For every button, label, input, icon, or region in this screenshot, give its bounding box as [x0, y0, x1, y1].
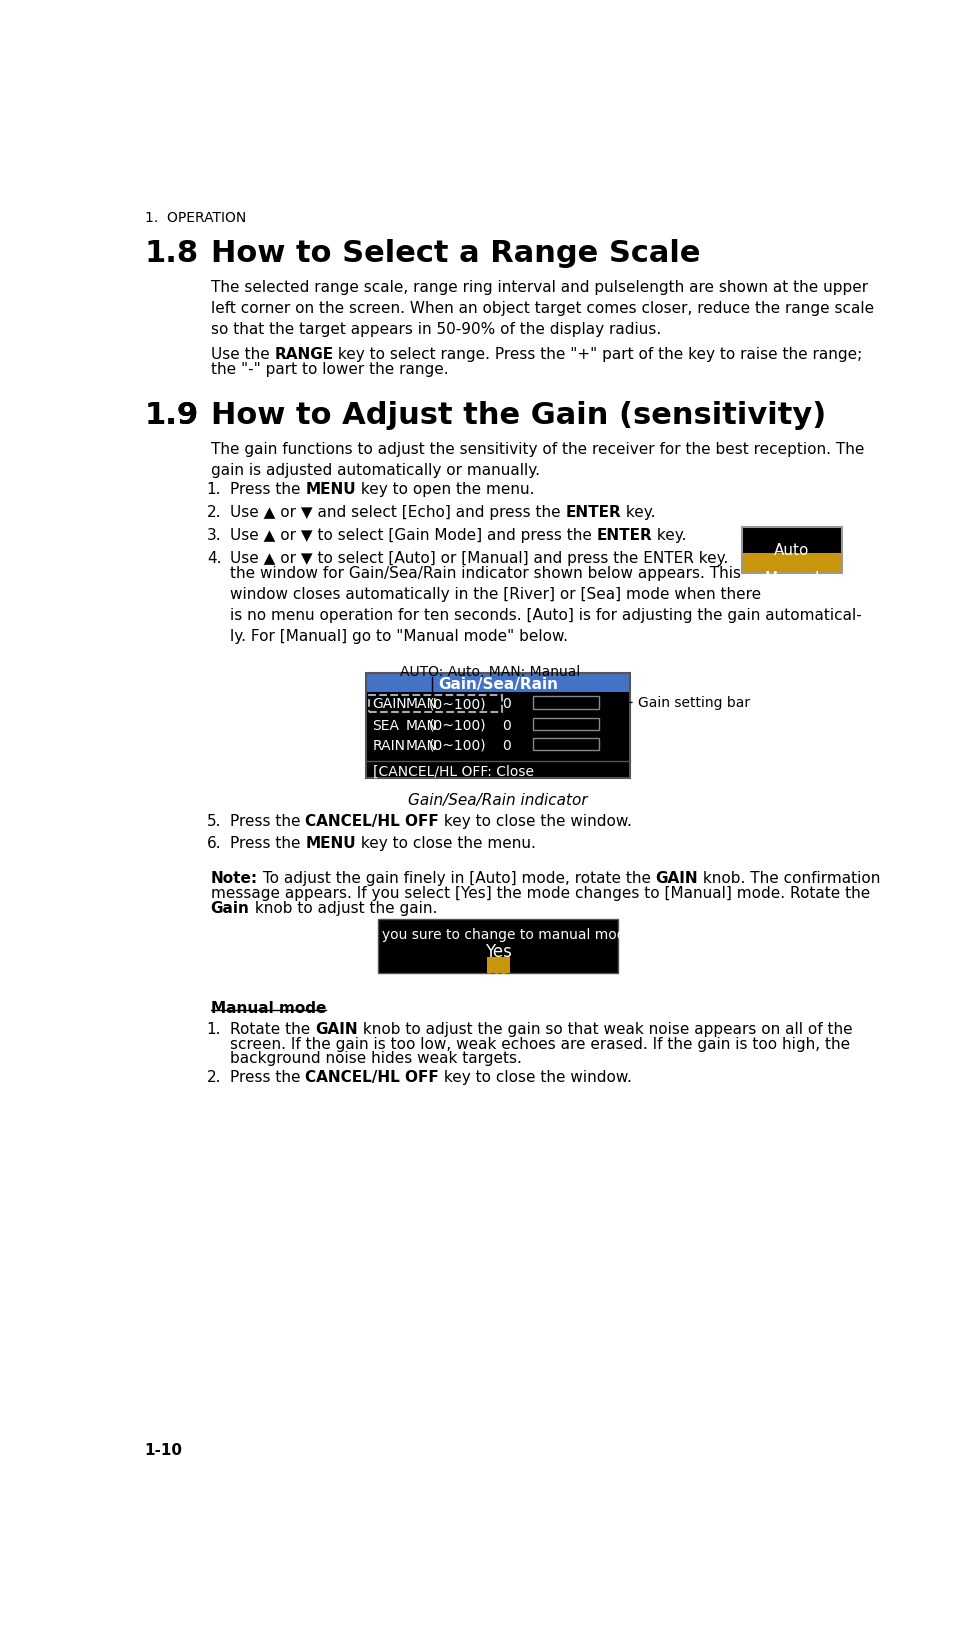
Text: knob to adjust the gain.: knob to adjust the gain.	[250, 900, 436, 915]
FancyBboxPatch shape	[487, 957, 509, 974]
Text: SEA: SEA	[372, 718, 399, 733]
Text: key to open the menu.: key to open the menu.	[356, 482, 535, 497]
Text: 1.9: 1.9	[145, 400, 199, 429]
Text: Press the: Press the	[230, 482, 305, 497]
Text: message appears. If you select [Yes] the mode changes to [Manual] mode. Rotate t: message appears. If you select [Yes] the…	[211, 885, 870, 900]
Text: 2.: 2.	[207, 1069, 222, 1085]
Text: key to close the window.: key to close the window.	[439, 1069, 632, 1085]
Text: 1.9: 1.9	[145, 400, 199, 429]
Text: (0~100): (0~100)	[429, 739, 486, 752]
Text: 1.  OPERATION: 1. OPERATION	[145, 210, 246, 225]
Text: Auto: Auto	[774, 543, 810, 557]
Text: MENU: MENU	[305, 482, 356, 497]
Text: GAIN: GAIN	[372, 697, 407, 711]
FancyBboxPatch shape	[533, 739, 599, 751]
Text: MAN: MAN	[405, 739, 437, 752]
Text: No: No	[487, 959, 509, 977]
Text: How to Select a Range Scale: How to Select a Range Scale	[211, 239, 700, 269]
Text: CANCEL/HL OFF: CANCEL/HL OFF	[305, 815, 439, 829]
Text: background noise hides weak targets.: background noise hides weak targets.	[230, 1051, 522, 1065]
Text: Note:: Note:	[211, 870, 258, 885]
Text: Press the: Press the	[230, 1069, 305, 1085]
FancyBboxPatch shape	[742, 528, 843, 574]
Text: 0: 0	[502, 697, 510, 711]
Text: The selected range scale, range ring interval and pulselength are shown at the u: The selected range scale, range ring int…	[211, 280, 874, 336]
Text: Use ▲ or ▼ and select [Echo] and press the: Use ▲ or ▼ and select [Echo] and press t…	[230, 505, 566, 520]
Text: 1-10: 1-10	[145, 1442, 183, 1457]
Text: key.: key.	[652, 528, 687, 543]
Text: key to close the window.: key to close the window.	[439, 815, 632, 829]
Text: 0: 0	[502, 739, 510, 752]
Text: Gain setting bar: Gain setting bar	[604, 697, 749, 710]
Text: Use ▲ or ▼ to select [Gain Mode] and press the: Use ▲ or ▼ to select [Gain Mode] and pre…	[230, 528, 597, 543]
Text: MENU: MENU	[305, 836, 356, 851]
FancyBboxPatch shape	[533, 697, 599, 710]
Text: (0~100): (0~100)	[429, 697, 486, 711]
Text: MAN: MAN	[405, 718, 437, 733]
Text: AUTO: Auto, MAN: Manual: AUTO: Auto, MAN: Manual	[400, 664, 580, 679]
Text: To adjust the gain finely in [Auto] mode, rotate the: To adjust the gain finely in [Auto] mode…	[258, 870, 656, 885]
FancyBboxPatch shape	[366, 762, 630, 779]
Text: 0: 0	[502, 718, 510, 733]
Text: 6.: 6.	[207, 836, 222, 851]
Text: the "-" part to lower the range.: the "-" part to lower the range.	[211, 361, 448, 377]
Text: Gain/Sea/Rain: Gain/Sea/Rain	[438, 677, 558, 692]
Text: 3.: 3.	[207, 528, 222, 543]
Text: 1.8: 1.8	[145, 239, 199, 269]
Text: key to close the menu.: key to close the menu.	[356, 836, 536, 851]
Text: 4.: 4.	[207, 551, 222, 565]
Text: key to select range. Press the "+" part of the key to raise the range;: key to select range. Press the "+" part …	[333, 347, 862, 362]
Text: GAIN: GAIN	[315, 1021, 358, 1036]
Text: Manual: Manual	[764, 570, 819, 585]
Text: RAIN: RAIN	[372, 739, 405, 752]
Text: Yes: Yes	[485, 942, 511, 960]
Text: How to Adjust the Gain (sensitivity): How to Adjust the Gain (sensitivity)	[211, 400, 826, 429]
FancyBboxPatch shape	[533, 718, 599, 731]
Text: 1.: 1.	[207, 1021, 222, 1036]
Text: Press the: Press the	[230, 836, 305, 851]
Text: ENTER: ENTER	[566, 505, 621, 520]
Text: 2.: 2.	[207, 505, 222, 520]
Text: knob. The confirmation: knob. The confirmation	[698, 870, 881, 885]
Text: Use the: Use the	[211, 347, 274, 362]
Text: MAN: MAN	[405, 697, 437, 711]
Text: knob to adjust the gain so that weak noise appears on all of the: knob to adjust the gain so that weak noi…	[358, 1021, 852, 1036]
Text: Gain/Sea/Rain indicator: Gain/Sea/Rain indicator	[408, 792, 588, 808]
Text: Gain: Gain	[211, 900, 250, 915]
Text: GAIN: GAIN	[656, 870, 698, 885]
Text: Use ▲ or ▼ to select [Auto] or [Manual] and press the ENTER key.: Use ▲ or ▼ to select [Auto] or [Manual] …	[230, 551, 728, 565]
Text: Rotate the: Rotate the	[230, 1021, 315, 1036]
Text: key.: key.	[621, 505, 656, 520]
Text: Are you sure to change to manual mode?: Are you sure to change to manual mode?	[355, 928, 642, 941]
FancyBboxPatch shape	[366, 674, 630, 692]
FancyBboxPatch shape	[378, 919, 618, 974]
Text: ENTER: ENTER	[597, 528, 652, 543]
Text: The gain functions to adjust the sensitivity of the receiver for the best recept: The gain functions to adjust the sensiti…	[211, 441, 864, 477]
Text: (0~100): (0~100)	[429, 718, 486, 733]
Text: Press the: Press the	[230, 815, 305, 829]
Text: the window for Gain/Sea/Rain indicator shown below appears. This
window closes a: the window for Gain/Sea/Rain indicator s…	[230, 565, 862, 642]
FancyBboxPatch shape	[743, 554, 841, 572]
FancyBboxPatch shape	[366, 692, 630, 762]
Text: CANCEL/HL OFF: CANCEL/HL OFF	[305, 1069, 439, 1085]
Text: 5.: 5.	[207, 815, 222, 829]
Text: screen. If the gain is too low, weak echoes are erased. If the gain is too high,: screen. If the gain is too low, weak ech…	[230, 1036, 850, 1051]
Text: Manual mode: Manual mode	[211, 1000, 326, 1015]
Text: RANGE: RANGE	[274, 347, 333, 362]
Text: 1.: 1.	[207, 482, 222, 497]
Text: [CANCEL/HL OFF: Close: [CANCEL/HL OFF: Close	[372, 764, 534, 779]
